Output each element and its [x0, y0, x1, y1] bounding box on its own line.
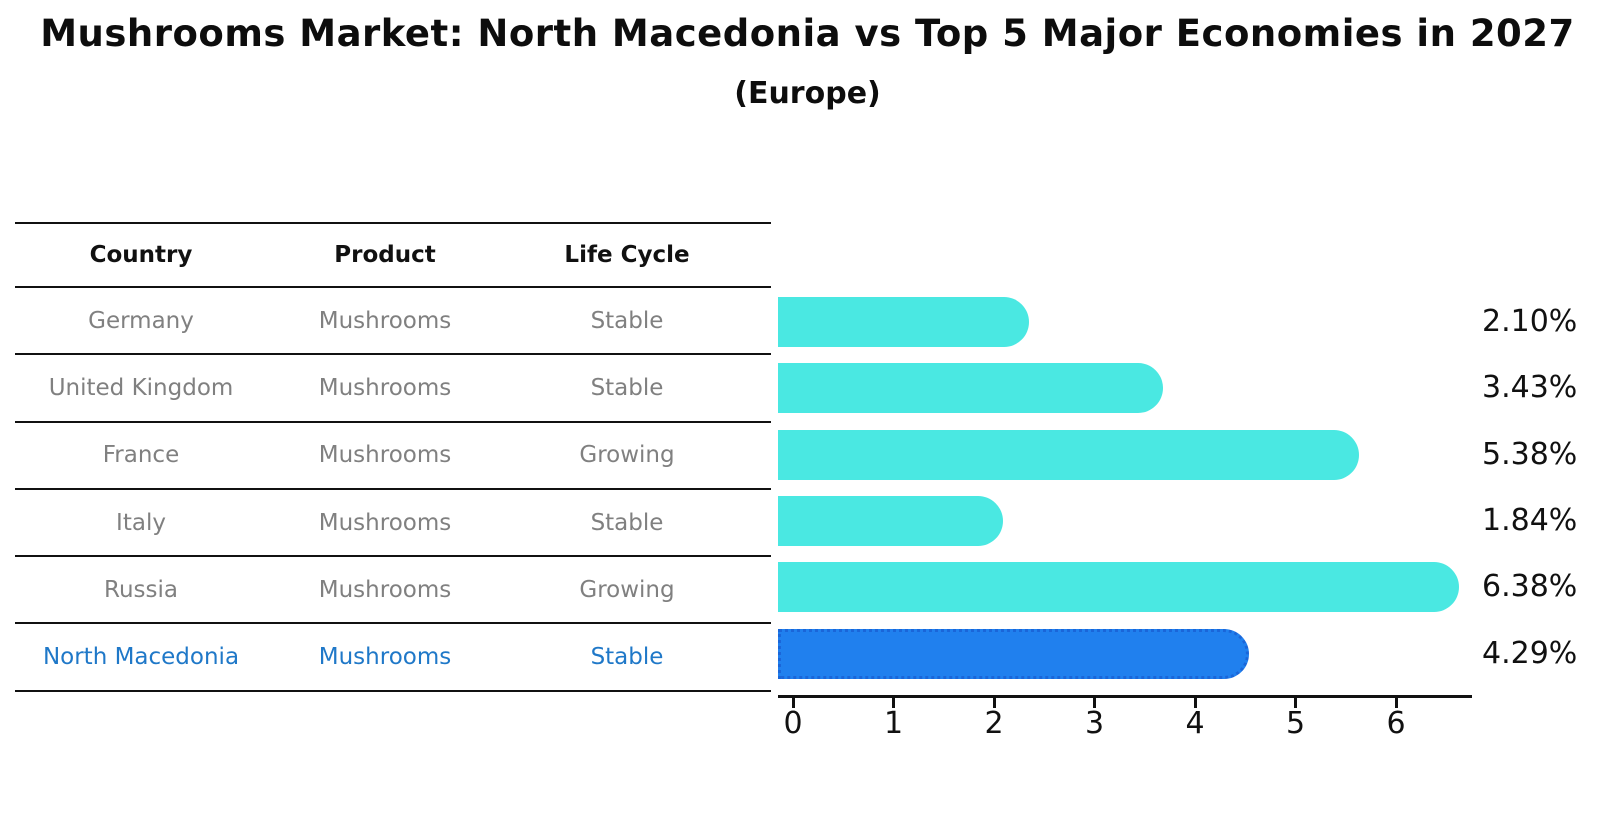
life-cycle-cell: Growing: [579, 576, 675, 603]
x-axis-tick: [1394, 697, 1398, 708]
table-row: France Mushrooms Growing: [15, 423, 771, 490]
x-axis-tick-label: 5: [1285, 706, 1306, 741]
life-cycle-cell: Growing: [579, 442, 675, 469]
table-row: Russia Mushrooms Growing: [15, 557, 771, 625]
bar-germany: [778, 297, 1029, 347]
value-label: 1.84%: [1482, 502, 1578, 538]
value-label: 4.29%: [1482, 635, 1578, 671]
x-axis-tick: [1093, 697, 1096, 708]
table-row: United Kingdom Mushrooms Stable: [15, 355, 771, 423]
country-cell: United Kingdom: [48, 374, 234, 401]
x-axis-tick-label: 2: [984, 706, 1004, 741]
table-row: North Macedonia Mushrooms Stable: [15, 624, 771, 692]
value-label: 3.43%: [1482, 370, 1578, 406]
value-label: 5.38%: [1482, 436, 1578, 472]
x-axis-tick-label: 1: [883, 706, 904, 741]
bar-france: [778, 429, 1359, 480]
product-cell: Mushrooms: [318, 509, 452, 536]
product-cell: Mushrooms: [318, 307, 452, 334]
country-cell: Italy: [116, 509, 166, 536]
x-axis-tick-label: 3: [1084, 706, 1105, 741]
table-row: Italy Mushrooms Stable: [15, 490, 771, 558]
bar-north-macedonia: [778, 628, 1249, 679]
table-body: Germany Mushrooms Stable United Kingdom …: [15, 288, 771, 692]
table-row: Germany Mushrooms Stable: [15, 288, 771, 356]
life-cycle-cell: Stable: [590, 644, 664, 671]
value-label: 6.38%: [1482, 569, 1578, 605]
product-cell: Mushrooms: [318, 644, 452, 671]
x-axis-tick-label: 6: [1386, 706, 1406, 741]
bar-russia: [778, 562, 1459, 613]
product-cell: Mushrooms: [318, 442, 452, 469]
x-axis-tick: [1294, 697, 1297, 708]
comparison-table: Country Product Life Cycle Germany Mushr…: [15, 222, 771, 692]
country-cell: North Macedonia: [42, 644, 240, 671]
x-axis-tick: [992, 697, 996, 708]
column-header-product: Product: [334, 242, 436, 268]
country-cell: Russia: [104, 576, 178, 603]
life-cycle-cell: Stable: [590, 307, 664, 334]
table-header-row: Country Product Life Cycle: [15, 222, 771, 288]
x-axis-tick: [1193, 697, 1197, 708]
x-axis-tick-label: 0: [783, 706, 803, 741]
bar-united-kingdom: [778, 363, 1163, 414]
x-axis-line: [778, 695, 1472, 698]
column-header-country: Country: [89, 242, 193, 268]
bar-italy: [778, 495, 1003, 546]
product-cell: Mushrooms: [318, 374, 452, 401]
country-cell: Germany: [88, 307, 194, 334]
life-cycle-cell: Stable: [590, 509, 664, 536]
x-axis-tick: [892, 697, 895, 708]
life-cycle-cell: Stable: [590, 374, 664, 401]
value-label: 2.10%: [1482, 304, 1578, 339]
product-cell: Mushrooms: [318, 576, 452, 603]
page-subtitle: (Europe): [734, 76, 881, 111]
page-title: Mushrooms Market: North Macedonia vs Top…: [40, 12, 1575, 55]
x-axis-tick: [791, 697, 795, 708]
x-axis-tick-label: 4: [1185, 706, 1205, 741]
country-cell: France: [102, 442, 180, 469]
column-header-life-cycle: Life Cycle: [564, 242, 690, 268]
